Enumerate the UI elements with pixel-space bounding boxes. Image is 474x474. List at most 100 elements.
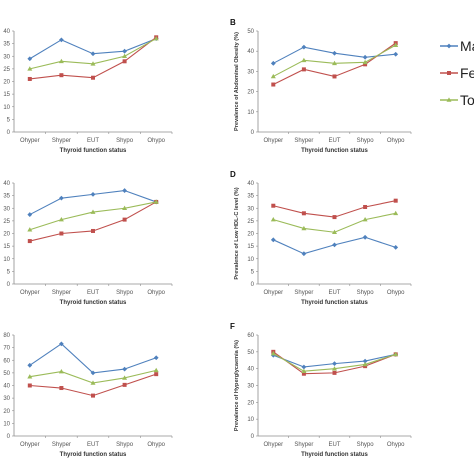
x-tick-label: Shyper xyxy=(52,290,71,296)
y-tick-label: 10 xyxy=(3,421,10,427)
chart-panel-a: 0 5 10 15 20 25 30 35 40 Ohyper Shyper EUT Shypo Ohyp… xyxy=(3,29,173,154)
y-tick-label: 40 xyxy=(3,29,10,35)
legend-label-total: To xyxy=(460,92,474,108)
data-point-male xyxy=(270,237,276,243)
legend-marker-male xyxy=(446,43,452,49)
x-tick-label: Ohyper xyxy=(20,442,40,448)
data-point-male xyxy=(393,244,399,250)
y-tick-label: 50 xyxy=(247,29,254,35)
series-line-female xyxy=(273,200,396,218)
data-point-male xyxy=(362,234,368,240)
data-point-female xyxy=(122,59,127,64)
y-tick-label: 0 xyxy=(251,434,255,440)
data-point-male xyxy=(59,37,64,43)
y-tick-label: 30 xyxy=(3,206,10,212)
y-tick-label: 40 xyxy=(3,181,10,187)
data-point-male xyxy=(270,60,276,66)
data-point-female xyxy=(301,211,306,216)
x-tick-label: EUT xyxy=(329,290,341,296)
y-tick-label: 35 xyxy=(3,42,10,48)
data-point-female xyxy=(27,383,32,388)
y-tick-label: 10 xyxy=(247,257,254,263)
y-tick-label: 10 xyxy=(247,110,254,116)
data-point-female xyxy=(122,217,127,222)
data-point-male xyxy=(332,50,337,56)
series-line-total xyxy=(29,201,157,231)
series-line-female xyxy=(29,373,157,397)
y-tick-label: 15 xyxy=(3,92,10,98)
y-axis-title: Prevalence of Abdominal Obesity (%) xyxy=(234,32,240,131)
data-point-total xyxy=(301,225,307,231)
legend-marker-total xyxy=(446,97,452,102)
data-point-male xyxy=(90,191,96,197)
data-point-total xyxy=(362,59,368,65)
y-tick-label: 15 xyxy=(247,244,254,250)
data-point-total xyxy=(270,350,276,356)
y-tick-label: 30 xyxy=(247,206,254,212)
data-point-total xyxy=(301,368,307,373)
chart-panel-c: 0 5 10 15 20 25 30 35 40 Ohyper Shyper EUT Shypo Ohyp… xyxy=(3,181,173,306)
y-tick-label: 0 xyxy=(251,130,255,136)
y-tick-label: 20 xyxy=(247,90,254,96)
x-tick-label: Shypo xyxy=(116,442,134,448)
data-point-total xyxy=(153,367,159,373)
data-point-total xyxy=(122,205,128,211)
data-point-female xyxy=(91,228,95,233)
data-point-total xyxy=(270,73,276,79)
series-line-female xyxy=(29,36,157,80)
x-tick-label: EUT xyxy=(87,442,99,448)
y-tick-label: 25 xyxy=(3,67,10,73)
data-point-total xyxy=(393,210,399,216)
legend: Ma Fe To xyxy=(440,38,474,108)
x-tick-label: Shyper xyxy=(52,138,71,144)
data-point-total xyxy=(153,35,159,41)
x-tick-label: Shypo xyxy=(116,138,134,144)
data-point-female xyxy=(301,67,306,72)
x-tick-label: Shyper xyxy=(52,442,71,448)
data-point-female xyxy=(271,203,276,208)
data-point-total xyxy=(27,374,33,379)
data-point-female xyxy=(154,372,159,377)
x-tick-label: Shypo xyxy=(357,290,375,296)
y-tick-label: 0 xyxy=(7,130,11,136)
y-tick-label: 0 xyxy=(251,282,255,288)
data-point-total xyxy=(122,375,128,380)
y-tick-label: 35 xyxy=(247,194,254,200)
data-point-female xyxy=(59,73,64,78)
x-tick-label: EUT xyxy=(87,290,99,296)
y-tick-label: 30 xyxy=(3,54,10,60)
x-tick-label: Ohyper xyxy=(20,290,40,296)
data-point-female xyxy=(393,198,398,203)
data-point-total xyxy=(58,369,64,374)
data-point-female xyxy=(91,393,95,398)
data-point-female xyxy=(332,74,337,79)
y-tick-label: 50 xyxy=(247,350,254,356)
data-point-male xyxy=(362,54,368,60)
data-point-total xyxy=(90,209,96,214)
data-point-male xyxy=(122,48,127,54)
data-point-male xyxy=(301,364,307,370)
legend-label-female: Fe xyxy=(460,65,474,81)
data-point-male xyxy=(27,56,33,62)
data-point-total xyxy=(58,58,64,64)
y-tick-label: 25 xyxy=(3,219,10,225)
x-tick-label: EUT xyxy=(87,138,99,144)
x-tick-label: Ohyper xyxy=(263,290,283,296)
y-tick-label: 35 xyxy=(3,194,10,200)
chart-panel-b: 0 10 20 30 40 50 Ohyper Shyper EUT Shypo Ohypo Thyr… xyxy=(230,18,412,154)
x-tick-label: EUT xyxy=(329,442,341,448)
data-point-male xyxy=(332,361,337,367)
data-point-female xyxy=(122,382,127,387)
x-tick-label: Shyper xyxy=(294,138,313,144)
x-tick-label: Shyper xyxy=(294,290,313,296)
data-point-female xyxy=(59,386,64,391)
data-point-total xyxy=(332,60,337,66)
panel-letter: D xyxy=(230,170,236,179)
data-point-total xyxy=(362,361,368,367)
y-tick-label: 70 xyxy=(3,346,10,352)
data-point-total xyxy=(122,53,128,59)
data-point-male xyxy=(122,188,127,193)
x-tick-label: Ohypo xyxy=(147,138,165,144)
data-point-male xyxy=(122,366,127,372)
data-point-total xyxy=(90,380,96,385)
